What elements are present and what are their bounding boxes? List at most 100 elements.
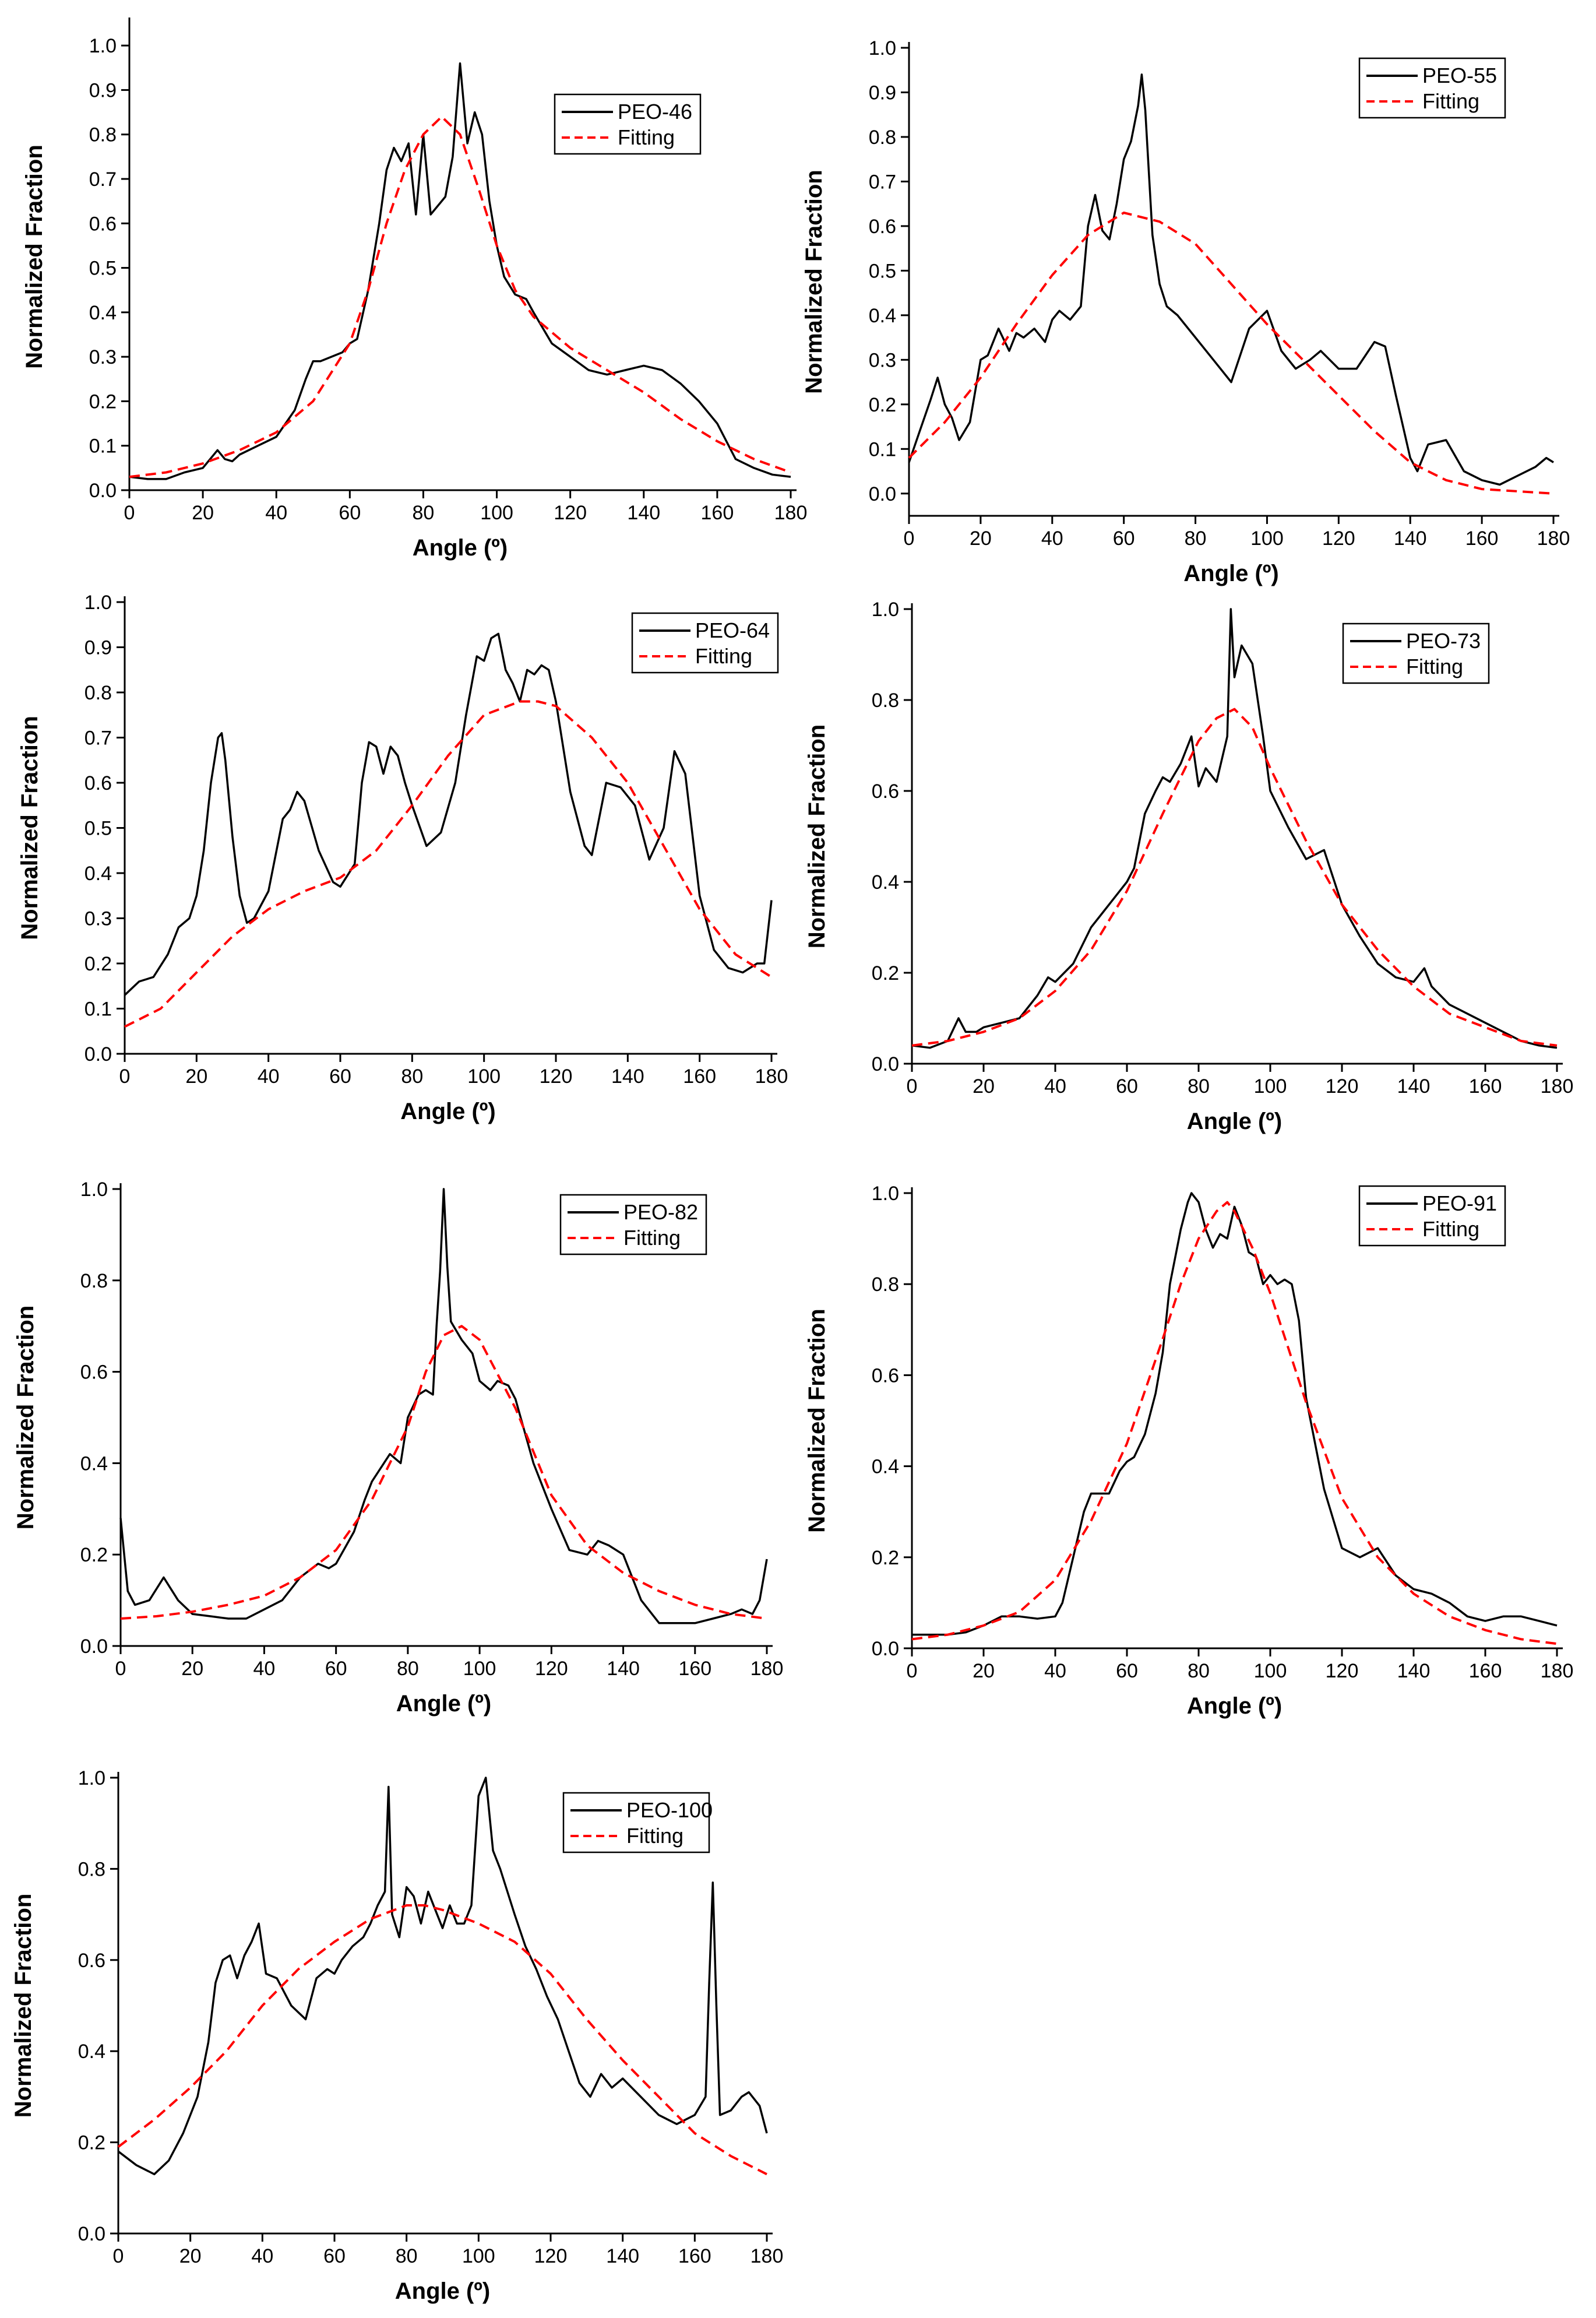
x-tick-label: 80 <box>413 502 435 524</box>
x-tick-label: 140 <box>1397 1660 1431 1682</box>
y-axis-title: Normalized Fraction <box>22 145 47 369</box>
x-axis-title: Angle (º) <box>400 1099 495 1124</box>
x-tick-label: 20 <box>970 527 992 550</box>
y-tick-label: 0.0 <box>872 1053 899 1075</box>
y-axis-title: Normalized Fraction <box>13 1306 38 1530</box>
x-tick-label: 80 <box>397 1658 419 1680</box>
x-tick-label: 20 <box>185 1065 207 1088</box>
y-tick-label: 0.6 <box>872 1364 899 1387</box>
x-tick-label: 140 <box>1397 1075 1431 1098</box>
y-tick-label: 0.5 <box>89 258 117 280</box>
y-tick-label: 0.2 <box>78 2132 105 2154</box>
legend-label: Fitting <box>1422 1217 1479 1241</box>
legend-box <box>562 1792 710 1853</box>
x-tick-label: 80 <box>1185 527 1207 550</box>
x-tick-label: 120 <box>535 1658 568 1680</box>
y-tick-label: 0.6 <box>872 780 899 803</box>
y-tick-label: 0.9 <box>89 79 117 101</box>
chart-panel-1: 0 20 40 60 80 100 120 140 160 180 0.0 0.1 0.2 0.3 0.4 0… <box>801 37 1570 586</box>
legend-label: Fitting <box>626 1824 684 1848</box>
legend-box <box>559 1194 707 1255</box>
x-tick-label: 0 <box>113 2245 124 2267</box>
legend-box <box>554 93 702 155</box>
x-tick-label: 80 <box>1188 1660 1210 1682</box>
y-tick-label: 0.7 <box>84 727 112 750</box>
legend-label: PEO-100 <box>626 1798 713 1822</box>
legend-label: Fitting <box>695 644 752 668</box>
x-tick-label: 140 <box>627 502 660 524</box>
x-tick-label: 40 <box>1044 1075 1066 1098</box>
x-axis-title: Angle (º) <box>395 2278 490 2304</box>
legend-box <box>1342 622 1490 684</box>
x-tick-label: 100 <box>467 1065 501 1088</box>
legend-box <box>631 612 779 674</box>
y-tick-label: 0.0 <box>78 2223 105 2245</box>
chart-panel-2: 0 20 40 60 80 100 120 140 160 180 0.0 0.1 0.2 0.3 0.4 0… <box>17 592 788 1124</box>
fitting-line <box>911 1201 1558 1645</box>
y-tick-label: 1.0 <box>869 37 896 59</box>
y-tick-label: 0.6 <box>78 1950 105 1972</box>
y-tick-label: 0.3 <box>84 908 112 930</box>
y-tick-label: 0.0 <box>89 480 117 502</box>
x-tick-label: 140 <box>607 1658 640 1680</box>
x-tick-label: 120 <box>1326 1075 1359 1098</box>
x-tick-label: 0 <box>115 1658 126 1680</box>
fitting-line <box>911 708 1558 1047</box>
x-tick-label: 40 <box>1041 527 1063 550</box>
x-tick-label: 0 <box>907 1660 918 1682</box>
data-line <box>908 73 1554 486</box>
x-tick-label: 60 <box>325 1658 347 1680</box>
x-axis-title: Angle (º) <box>1187 1109 1282 1134</box>
x-tick-label: 180 <box>751 1658 784 1680</box>
y-tick-label: 0.5 <box>869 260 896 282</box>
y-tick-label: 0.7 <box>869 171 896 193</box>
y-tick-label: 0.4 <box>869 305 896 327</box>
x-tick-label: 40 <box>251 2245 273 2267</box>
x-tick-label: 160 <box>678 2245 711 2267</box>
x-tick-label: 140 <box>1394 527 1427 550</box>
y-tick-label: 0.0 <box>869 483 896 505</box>
y-tick-label: 0.8 <box>872 690 899 712</box>
x-tick-label: 100 <box>1254 1660 1287 1682</box>
x-tick-label: 20 <box>192 502 214 524</box>
y-tick-label: 0.9 <box>869 82 896 104</box>
y-tick-label: 0.3 <box>89 346 117 368</box>
x-tick-label: 160 <box>1465 527 1499 550</box>
y-tick-label: 0.7 <box>89 168 117 191</box>
y-tick-label: 0.2 <box>872 962 899 984</box>
y-axis-title: Normalized Fraction <box>17 716 43 940</box>
y-axis-title: Normalized Fraction <box>804 1309 830 1533</box>
y-tick-label: 0.0 <box>872 1638 899 1660</box>
data-line <box>129 62 791 480</box>
y-tick-label: 0.2 <box>84 953 112 975</box>
y-tick-label: 0.8 <box>869 126 896 149</box>
y-tick-label: 0.4 <box>872 871 899 894</box>
x-tick-label: 160 <box>683 1065 716 1088</box>
x-tick-label: 140 <box>606 2245 639 2267</box>
data-line <box>117 1777 768 2176</box>
x-tick-label: 60 <box>1116 1660 1138 1682</box>
y-tick-label: 0.5 <box>84 818 112 840</box>
y-tick-label: 0.6 <box>80 1362 108 1384</box>
x-tick-label: 20 <box>973 1075 995 1098</box>
x-tick-label: 160 <box>701 502 734 524</box>
chart-panel-5: 0 20 40 60 80 100 120 140 160 180 0.0 0.2 0.4 0.6 0.8 1… <box>804 1183 1573 1719</box>
x-tick-label: 0 <box>119 1065 131 1088</box>
x-tick-label: 120 <box>554 502 587 524</box>
x-tick-label: 120 <box>540 1065 573 1088</box>
chart-panel-4: 0 20 40 60 80 100 120 140 160 180 0.0 0.2 0.4 0.6 0.8 1… <box>13 1179 783 1716</box>
data-line <box>911 608 1558 1049</box>
y-axis-title: Normalized Fraction <box>801 170 827 394</box>
legend-label: PEO-46 <box>618 100 692 124</box>
y-tick-label: 0.4 <box>89 302 117 324</box>
fitting-line <box>124 700 773 1028</box>
legend-label: Fitting <box>1422 89 1479 113</box>
x-tick-label: 160 <box>1469 1660 1502 1682</box>
y-tick-label: 1.0 <box>872 599 899 621</box>
x-tick-label: 0 <box>907 1075 918 1098</box>
